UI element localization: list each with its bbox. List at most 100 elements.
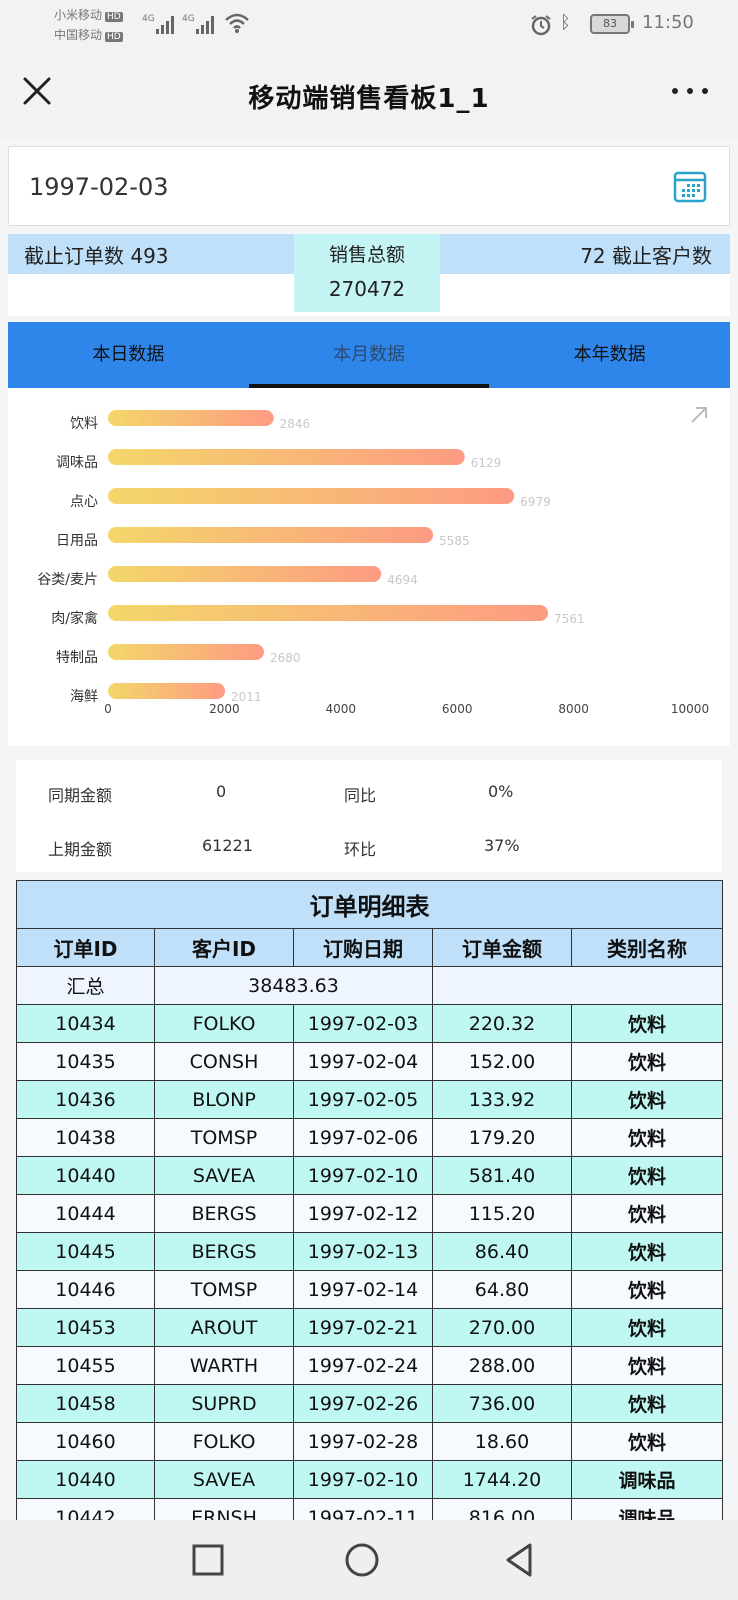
category-sales-chart: 饮料 2846 调味品 6129 点心 6979 日用品 5585 谷类/麦片 4694 肉/家禽 7… (8, 388, 730, 746)
bar-value-label: 6129 (471, 456, 502, 470)
order-id-cell: 10435 (16, 1042, 155, 1081)
category-cell: 饮料 (570, 1118, 724, 1157)
prev-period-label: 上期金额 (48, 840, 113, 859)
order-date-cell: 1997-02-24 (293, 1346, 433, 1385)
order-date-cell: 1997-02-12 (293, 1194, 433, 1233)
col-header-category[interactable]: 类别名称 (570, 928, 724, 967)
amount-cell: 152.00 (432, 1042, 572, 1081)
expand-icon[interactable] (688, 404, 710, 426)
battery-level: 83 (603, 17, 617, 30)
x-tick-label: 6000 (442, 702, 473, 716)
table-row[interactable]: 10440 SAVEA 1997-02-10 581.40 饮料 (16, 1156, 724, 1195)
table-row[interactable]: 10442 ERNSH 1997-02-11 816.00 调味品 (16, 1498, 724, 1537)
order-date-cell: 1997-02-21 (293, 1308, 433, 1347)
table-row[interactable]: 10438 TOMSP 1997-02-06 179.20 饮料 (16, 1118, 724, 1157)
amount-cell: 1744.20 (432, 1460, 572, 1499)
table-body: 10434 FOLKO 1997-02-03 220.32 饮料 10435 CONSH 19… (16, 1004, 724, 1537)
amount-cell: 115.20 (432, 1194, 572, 1233)
tab-yearly[interactable]: 本年数据 (573, 344, 646, 365)
battery-icon: 83 (590, 14, 634, 34)
customer-id-cell: FOLKO (154, 1422, 294, 1461)
yoy-value: 0% (488, 782, 514, 801)
category-cell: 饮料 (570, 1042, 724, 1081)
category-cell: 饮料 (570, 1232, 724, 1271)
status-bar: 小米移动 HD 中国移动 HD 4G 4G ᛒ 83 11:50 (0, 0, 738, 50)
recent-apps-icon[interactable] (188, 1540, 228, 1580)
category-cell: 饮料 (570, 1270, 724, 1309)
customer-id-cell: WARTH (154, 1346, 294, 1385)
category-cell: 饮料 (570, 1080, 724, 1119)
category-label: 特制品 (56, 650, 98, 666)
more-options-icon[interactable] (670, 80, 710, 100)
table-row[interactable]: 10445 BERGS 1997-02-13 86.40 饮料 (16, 1232, 724, 1271)
bar[interactable] (108, 488, 515, 504)
calendar-icon[interactable] (673, 169, 707, 203)
amount-cell: 581.40 (432, 1156, 572, 1195)
system-nav-bar (0, 1520, 738, 1600)
bar-value-label: 4694 (387, 573, 418, 587)
tab-monthly[interactable]: 本月数据 (248, 322, 490, 388)
category-cell: 饮料 (570, 1308, 724, 1347)
amount-cell: 288.00 (432, 1346, 572, 1385)
amount-cell: 179.20 (432, 1118, 572, 1157)
table-row[interactable]: 10436 BLONP 1997-02-05 133.92 饮料 (16, 1080, 724, 1119)
order-date-cell: 1997-02-05 (293, 1080, 433, 1119)
table-row[interactable]: 10444 BERGS 1997-02-12 115.20 饮料 (16, 1194, 724, 1233)
x-tick-label: 2000 (209, 702, 240, 716)
order-id-cell: 10455 (16, 1346, 155, 1385)
table-row[interactable]: 10460 FOLKO 1997-02-28 18.60 饮料 (16, 1422, 724, 1461)
hd-badge-1: HD (105, 12, 123, 22)
table-row[interactable]: 10453 AROUT 1997-02-21 270.00 饮料 (16, 1308, 724, 1347)
prev-period-value: 61221 (202, 836, 253, 855)
customer-id-cell: CONSH (154, 1042, 294, 1081)
customer-id-cell: SAVEA (154, 1460, 294, 1499)
col-header-amount[interactable]: 订单金额 (432, 928, 572, 967)
x-tick-label: 4000 (326, 702, 357, 716)
page-title: 移动端销售看板1_1 (248, 84, 490, 114)
category-label: 肉/家禽 (51, 610, 98, 627)
table-row[interactable]: 10446 TOMSP 1997-02-14 64.80 饮料 (16, 1270, 724, 1309)
customer-id-cell: BLONP (154, 1080, 294, 1119)
table-row[interactable]: 10440 SAVEA 1997-02-10 1744.20 调味品 (16, 1460, 724, 1499)
bar-value-label: 2846 (280, 417, 311, 431)
bar[interactable] (108, 449, 465, 465)
order-id-cell: 10458 (16, 1384, 155, 1423)
table-row[interactable]: 10455 WARTH 1997-02-24 288.00 饮料 (16, 1346, 724, 1385)
table-caption: 订单明细表 (15, 880, 724, 929)
bar[interactable] (108, 683, 226, 699)
table-row[interactable]: 10458 SUPRD 1997-02-26 736.00 饮料 (16, 1384, 724, 1423)
amount-cell: 64.80 (432, 1270, 572, 1309)
col-header-order-id[interactable]: 订单ID (16, 928, 155, 967)
bar-value-label: 2680 (270, 651, 301, 665)
bar[interactable] (108, 566, 382, 582)
order-date-cell: 1997-02-03 (293, 1004, 433, 1043)
order-id-cell: 10436 (16, 1080, 155, 1119)
bar[interactable] (108, 644, 264, 660)
bar[interactable] (108, 410, 274, 426)
sales-total-value: 270472 (328, 277, 406, 301)
tab-daily[interactable]: 本日数据 (92, 344, 165, 365)
order-date-cell: 1997-02-13 (293, 1232, 433, 1271)
order-count: 截止订单数 493 (24, 244, 169, 268)
customer-id-cell: SUPRD (154, 1384, 294, 1423)
date-filter-input[interactable]: 1997-02-03 (8, 146, 730, 226)
table-row[interactable]: 10434 FOLKO 1997-02-03 220.32 饮料 (16, 1004, 724, 1043)
table-row[interactable]: 10435 CONSH 1997-02-04 152.00 饮料 (16, 1042, 724, 1081)
category-cell: 饮料 (570, 1194, 724, 1233)
order-date-cell: 1997-02-06 (293, 1118, 433, 1157)
col-header-customer-id[interactable]: 客户ID (154, 928, 294, 967)
bar[interactable] (108, 527, 434, 543)
close-icon[interactable] (18, 72, 56, 110)
network-type-2: 4G (182, 14, 195, 24)
bar[interactable] (108, 605, 549, 621)
category-label: 谷类/麦片 (37, 572, 98, 588)
carrier-2-label: 中国移动 (54, 28, 103, 42)
category-cell: 饮料 (570, 1346, 724, 1385)
home-icon[interactable] (342, 1540, 382, 1580)
back-icon[interactable] (500, 1540, 540, 1580)
mom-value: 37% (484, 836, 520, 855)
x-tick-label: 10000 (671, 702, 709, 716)
col-header-order-date[interactable]: 订购日期 (293, 928, 433, 967)
bar-chart: 饮料 2846 调味品 6129 点心 6979 日用品 5585 谷类/麦片 4694 肉/家禽 7… (37, 410, 709, 716)
customer-id-cell: AROUT (154, 1308, 294, 1347)
